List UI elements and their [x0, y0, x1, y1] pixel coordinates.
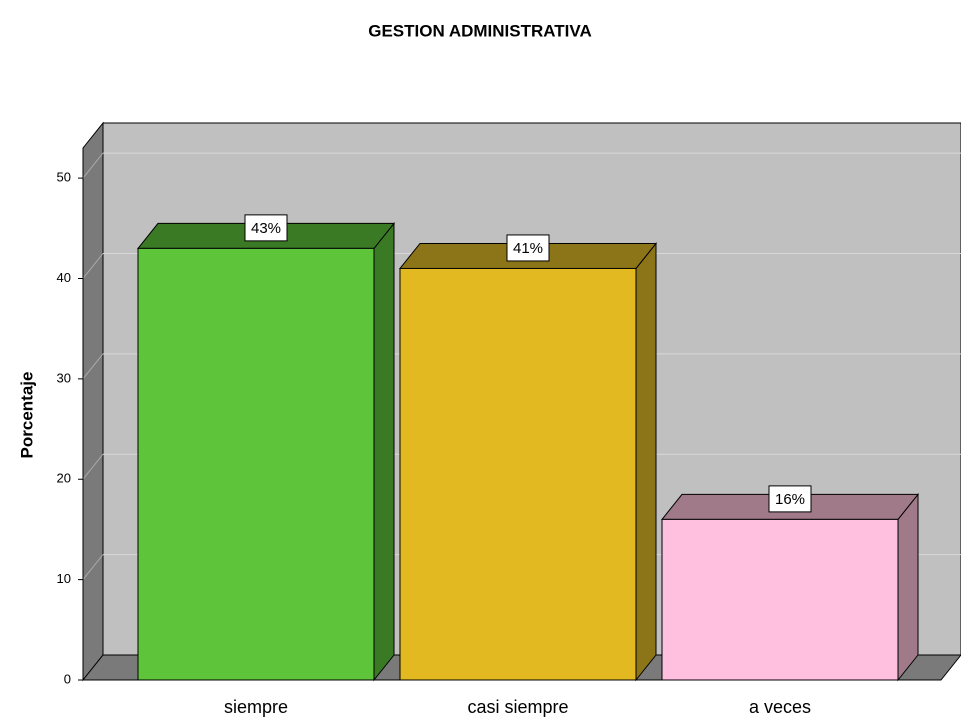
side-wall — [82, 121, 104, 682]
data-label-box — [768, 485, 812, 513]
bar-side — [373, 221, 395, 682]
bar — [137, 247, 375, 681]
grid-line — [82, 253, 104, 279]
bar — [399, 267, 637, 681]
x-tick-label: a veces — [749, 697, 811, 717]
y-tick-label: 30 — [57, 370, 71, 385]
y-tick-label: 0 — [64, 671, 71, 686]
chart-title: GESTION ADMINISTRATIVA — [368, 21, 592, 40]
data-label-box — [506, 234, 550, 262]
data-label: 43% — [251, 220, 281, 237]
grid-line — [82, 353, 104, 380]
y-axis-label: Porcentaje — [17, 372, 36, 459]
bar-side — [897, 492, 919, 682]
bar — [661, 518, 899, 681]
data-label: 16% — [775, 491, 805, 508]
bar-side — [635, 242, 657, 682]
y-tick-label: 10 — [57, 571, 71, 586]
grid-line — [82, 152, 104, 179]
x-tick-label: casi siempre — [467, 697, 568, 717]
y-tick-label: 40 — [57, 270, 71, 285]
data-label: 41% — [513, 240, 543, 257]
grid-line — [82, 453, 104, 480]
data-label-box — [244, 214, 288, 242]
grid-line — [82, 554, 104, 580]
y-tick-label: 50 — [57, 170, 71, 185]
y-tick-label: 20 — [57, 471, 71, 486]
x-tick-label: siempre — [224, 697, 288, 717]
